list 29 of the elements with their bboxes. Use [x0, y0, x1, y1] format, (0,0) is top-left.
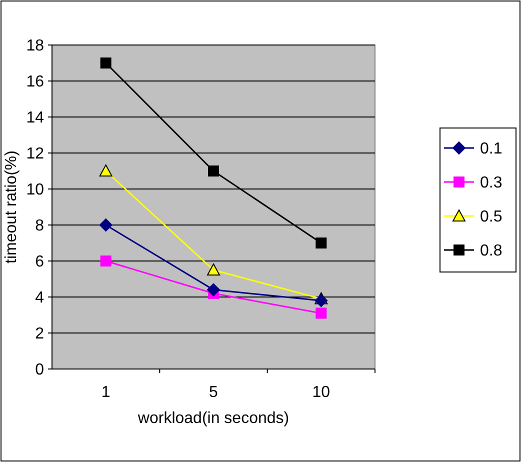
legend-label: 0.5: [480, 208, 502, 226]
y-tick-label: 6: [35, 254, 44, 271]
y-tick-label: 14: [26, 110, 44, 127]
legend-label: 0.3: [480, 174, 502, 192]
x-tick-label: 5: [209, 384, 218, 401]
legend-label: 0.1: [480, 140, 502, 158]
x-tick-label: 1: [101, 384, 110, 401]
y-tick-label: 10: [26, 182, 44, 199]
point: [100, 256, 112, 266]
point: [207, 264, 220, 276]
y-tick-label: 12: [26, 146, 44, 163]
point: [316, 308, 327, 319]
x-axis-title: workload(in seconds): [136, 410, 290, 427]
y-tick-label: 2: [35, 326, 44, 343]
point: [99, 218, 112, 232]
point: [208, 166, 219, 176]
y-tick-label: 0: [35, 362, 44, 379]
y-tick-label: 16: [26, 74, 44, 91]
point: [314, 294, 328, 308]
legend-label: 0.8: [480, 242, 502, 260]
point: [207, 283, 220, 296]
x-tick-label: 10: [312, 384, 330, 401]
y-axis-title: timeout ratio(%): [3, 150, 20, 264]
y-tick-label: 8: [35, 218, 44, 235]
point: [99, 164, 112, 176]
point: [316, 238, 327, 248]
point: [100, 58, 112, 68]
y-tick-label: 18: [26, 38, 44, 55]
y-tick-label: 4: [35, 290, 44, 307]
